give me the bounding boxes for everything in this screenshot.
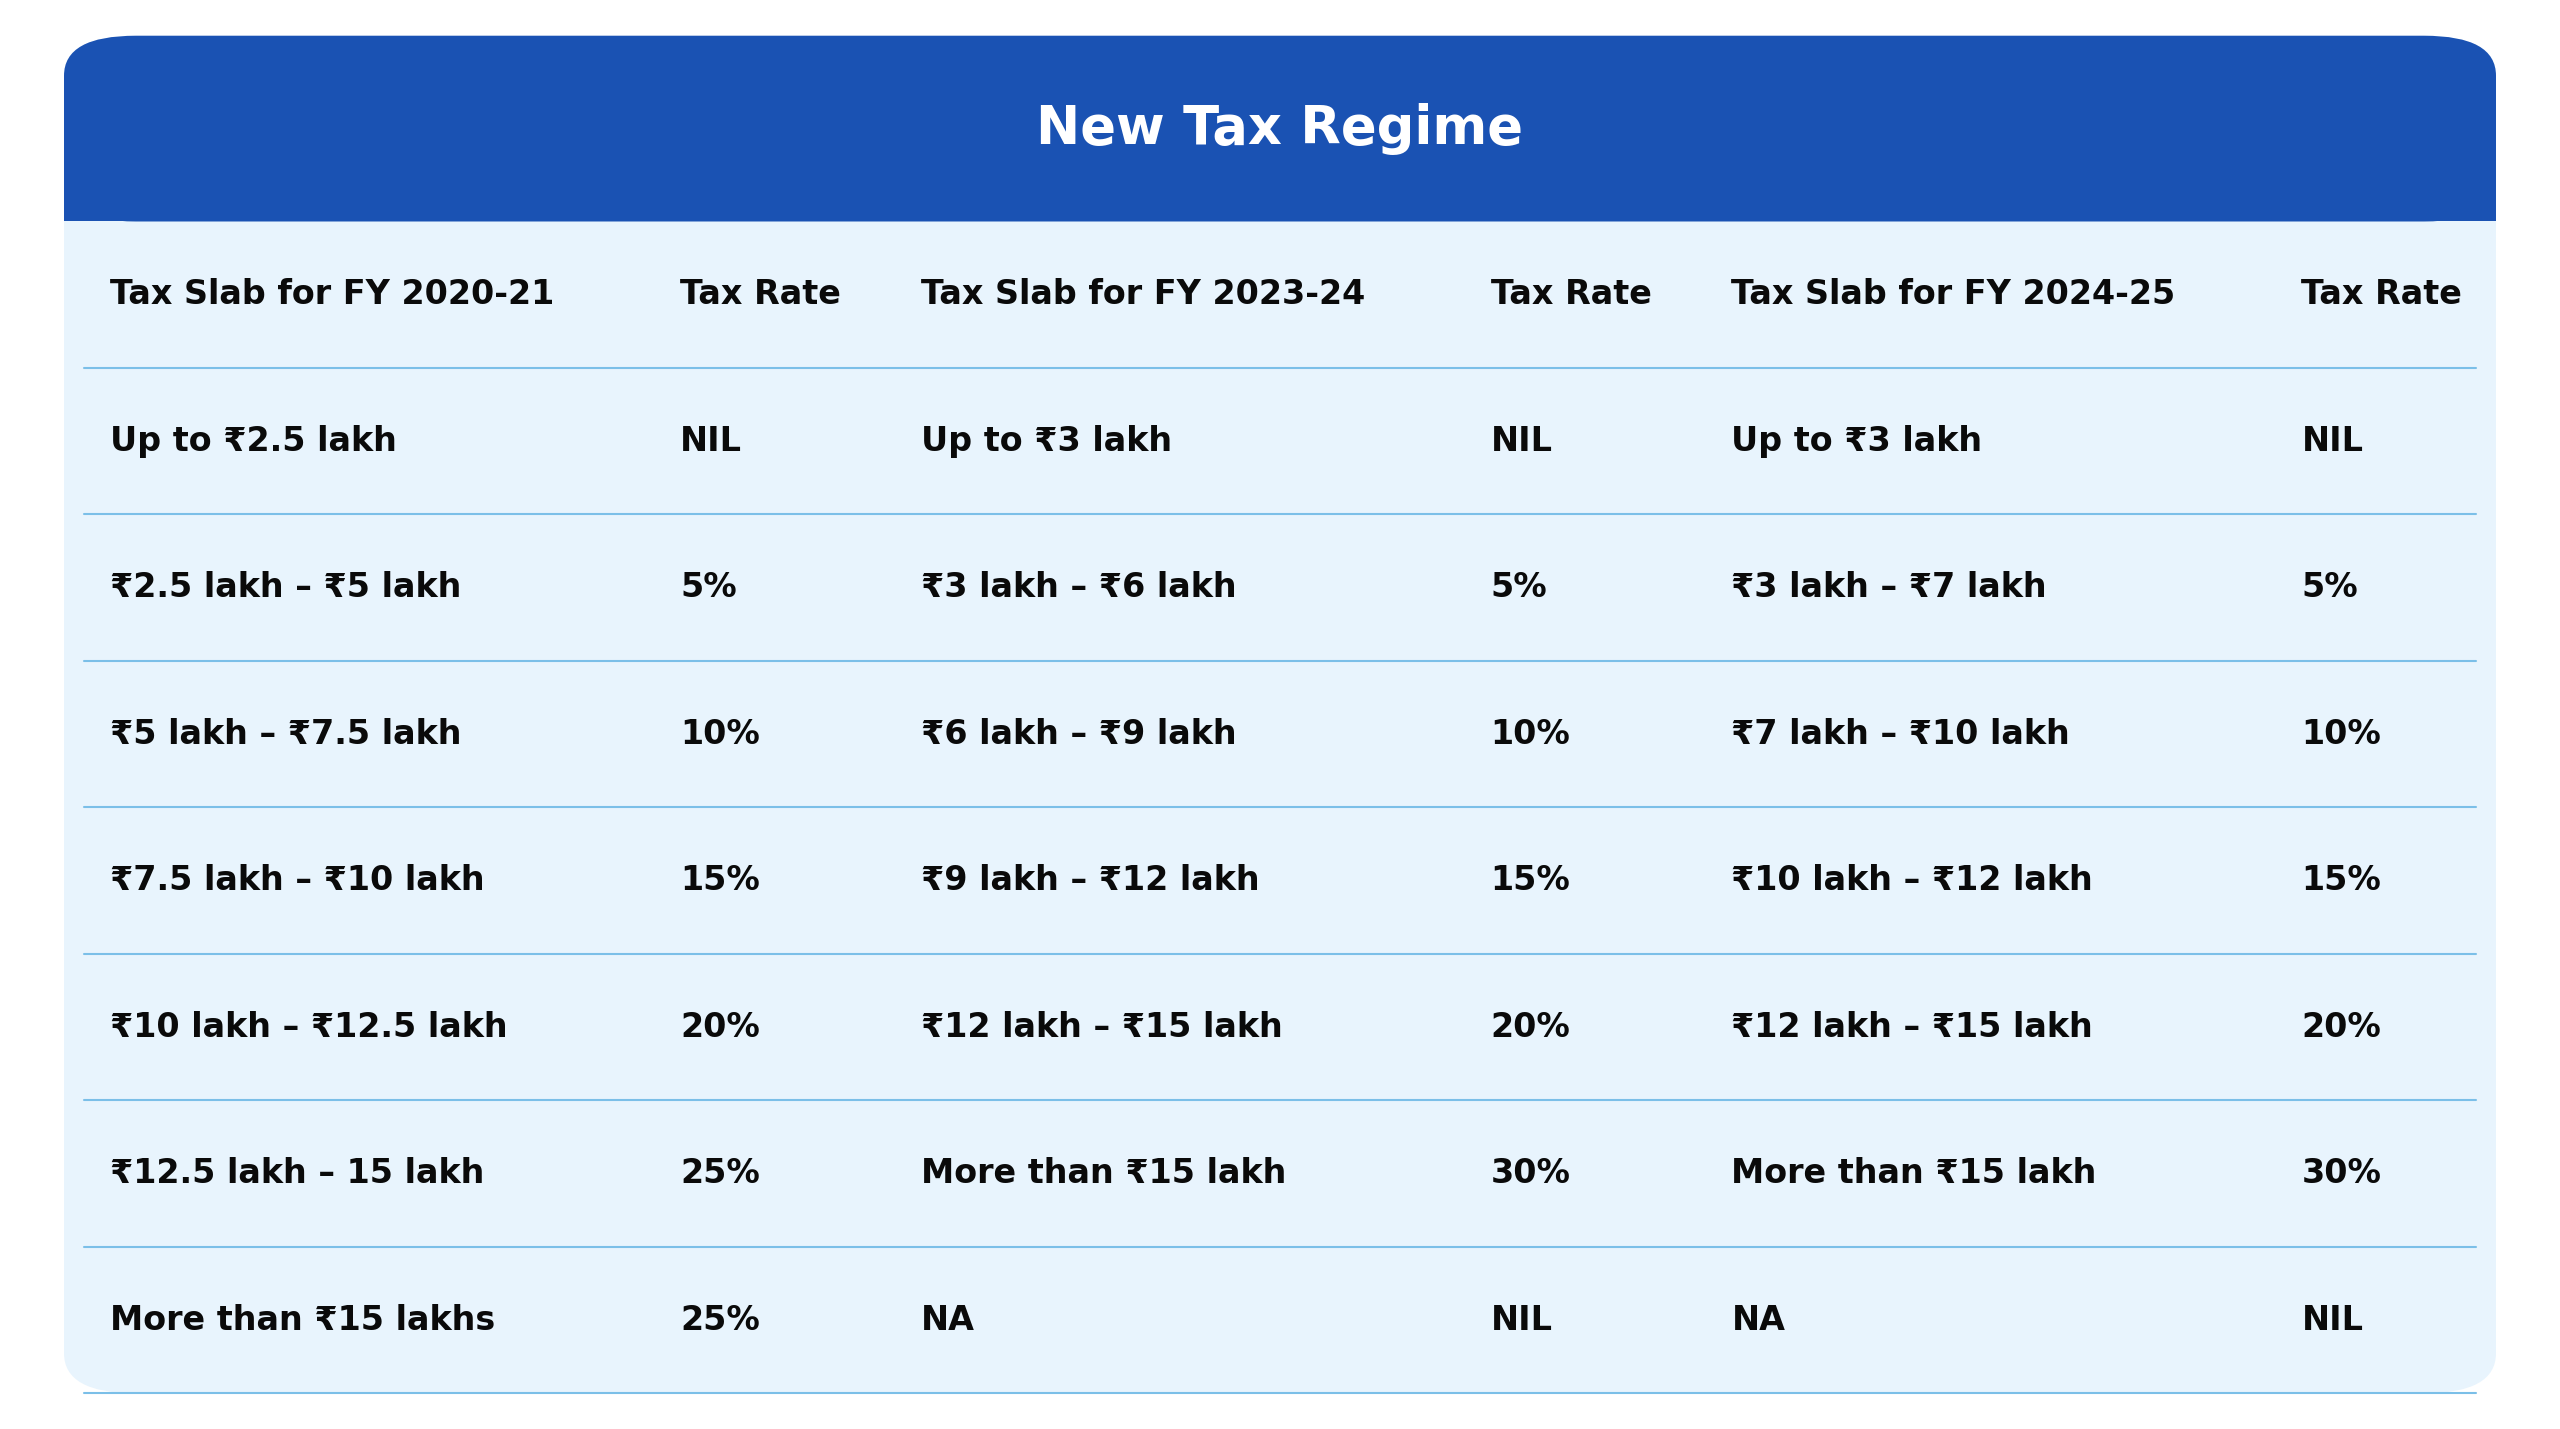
Text: 15%: 15% <box>1490 865 1569 897</box>
Text: ₹3 lakh – ₹7 lakh: ₹3 lakh – ₹7 lakh <box>1731 572 2048 604</box>
Text: Tax Rate: Tax Rate <box>2301 279 2463 312</box>
Text: Up to ₹2.5 lakh: Up to ₹2.5 lakh <box>110 424 397 457</box>
Text: 5%: 5% <box>1490 572 1546 604</box>
Text: ₹3 lakh – ₹6 lakh: ₹3 lakh – ₹6 lakh <box>922 572 1236 604</box>
Text: More than ₹15 lakhs: More than ₹15 lakhs <box>110 1303 494 1336</box>
Text: Up to ₹3 lakh: Up to ₹3 lakh <box>1731 424 1981 457</box>
Text: 15%: 15% <box>2301 865 2381 897</box>
Text: 25%: 25% <box>681 1157 760 1190</box>
Text: Tax Rate: Tax Rate <box>681 279 840 312</box>
Text: ₹7.5 lakh – ₹10 lakh: ₹7.5 lakh – ₹10 lakh <box>110 865 484 897</box>
Text: Tax Rate: Tax Rate <box>1490 279 1651 312</box>
Text: 5%: 5% <box>2301 572 2358 604</box>
Text: 30%: 30% <box>2301 1157 2381 1190</box>
Text: NA: NA <box>922 1303 975 1336</box>
Text: NIL: NIL <box>2301 424 2363 457</box>
Text: 15%: 15% <box>681 865 760 897</box>
Text: ₹6 lakh – ₹9 lakh: ₹6 lakh – ₹9 lakh <box>922 717 1236 750</box>
Text: NIL: NIL <box>1490 1303 1554 1336</box>
Text: 20%: 20% <box>681 1010 760 1043</box>
Text: 10%: 10% <box>681 717 760 750</box>
Text: Tax Slab for FY 2024-25: Tax Slab for FY 2024-25 <box>1731 279 2176 312</box>
Text: Tax Slab for FY 2023-24: Tax Slab for FY 2023-24 <box>922 279 1364 312</box>
Text: Up to ₹3 lakh: Up to ₹3 lakh <box>922 424 1172 457</box>
FancyBboxPatch shape <box>64 36 2496 221</box>
Text: 5%: 5% <box>681 572 737 604</box>
Text: 20%: 20% <box>1490 1010 1569 1043</box>
Text: ₹9 lakh – ₹12 lakh: ₹9 lakh – ₹12 lakh <box>922 865 1260 897</box>
Text: ₹7 lakh – ₹10 lakh: ₹7 lakh – ₹10 lakh <box>1731 717 2071 750</box>
Text: 20%: 20% <box>2301 1010 2381 1043</box>
Polygon shape <box>64 157 2496 221</box>
Text: ₹5 lakh – ₹7.5 lakh: ₹5 lakh – ₹7.5 lakh <box>110 717 461 750</box>
Text: ₹10 lakh – ₹12.5 lakh: ₹10 lakh – ₹12.5 lakh <box>110 1010 507 1043</box>
Text: Tax Slab for FY 2020-21: Tax Slab for FY 2020-21 <box>110 279 556 312</box>
Text: More than ₹15 lakh: More than ₹15 lakh <box>1731 1157 2097 1190</box>
Text: ₹2.5 lakh – ₹5 lakh: ₹2.5 lakh – ₹5 lakh <box>110 572 461 604</box>
Text: ₹12.5 lakh – 15 lakh: ₹12.5 lakh – 15 lakh <box>110 1157 484 1190</box>
Text: NA: NA <box>1731 1303 1784 1336</box>
Text: ₹12 lakh – ₹15 lakh: ₹12 lakh – ₹15 lakh <box>1731 1010 2094 1043</box>
FancyBboxPatch shape <box>64 36 2496 1393</box>
Text: More than ₹15 lakh: More than ₹15 lakh <box>922 1157 1285 1190</box>
Text: 10%: 10% <box>1490 717 1569 750</box>
Text: NIL: NIL <box>1490 424 1554 457</box>
Text: 10%: 10% <box>2301 717 2381 750</box>
Text: ₹12 lakh – ₹15 lakh: ₹12 lakh – ₹15 lakh <box>922 1010 1283 1043</box>
Text: 25%: 25% <box>681 1303 760 1336</box>
Text: NIL: NIL <box>681 424 742 457</box>
Text: ₹10 lakh – ₹12 lakh: ₹10 lakh – ₹12 lakh <box>1731 865 2094 897</box>
Text: NIL: NIL <box>2301 1303 2363 1336</box>
Text: New Tax Regime: New Tax Regime <box>1037 103 1523 154</box>
Text: 30%: 30% <box>1490 1157 1572 1190</box>
